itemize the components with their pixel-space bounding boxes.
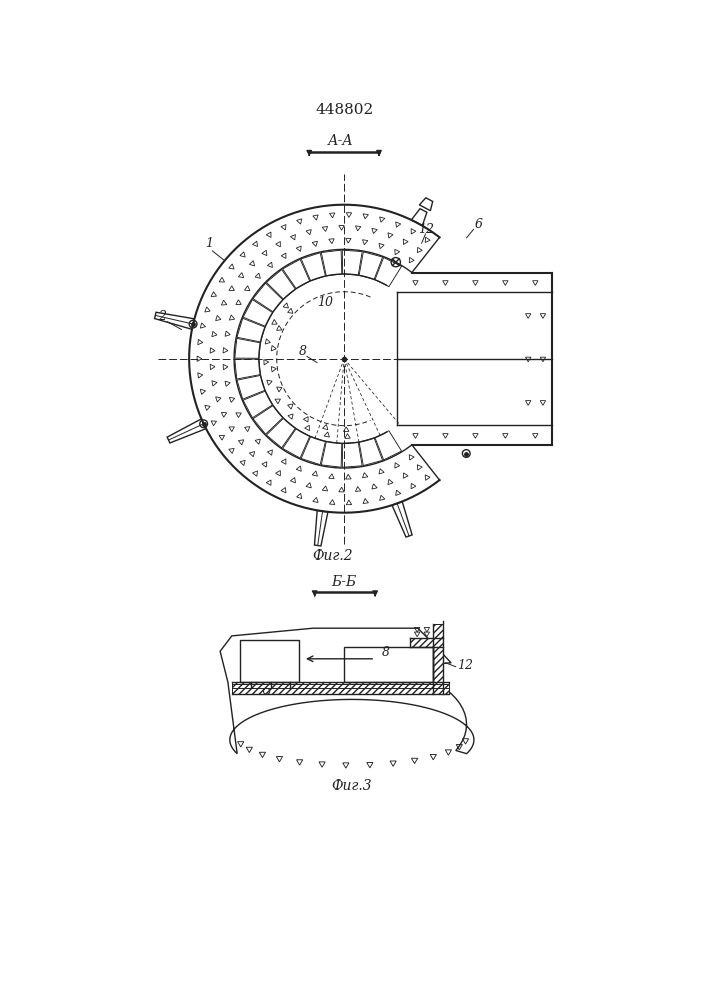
Text: 6: 6 (474, 218, 482, 231)
Text: Фиг.3: Фиг.3 (332, 779, 372, 793)
Text: Фиг.2: Фиг.2 (312, 549, 353, 563)
Text: 8: 8 (381, 646, 390, 659)
Bar (344, 647, 433, 682)
Text: 2: 2 (158, 310, 166, 323)
Bar (433, 624, 443, 694)
Bar (410, 638, 443, 647)
Text: 12: 12 (418, 223, 434, 236)
Text: 12: 12 (457, 659, 473, 672)
Text: А-А: А-А (327, 134, 353, 148)
Text: 1: 1 (204, 237, 213, 250)
Text: Б-Б: Б-Б (332, 575, 357, 589)
Bar (232, 682, 449, 694)
Text: 10: 10 (317, 296, 333, 309)
Bar (240, 640, 299, 682)
Text: 8: 8 (299, 345, 307, 358)
Text: 448802: 448802 (315, 103, 373, 117)
